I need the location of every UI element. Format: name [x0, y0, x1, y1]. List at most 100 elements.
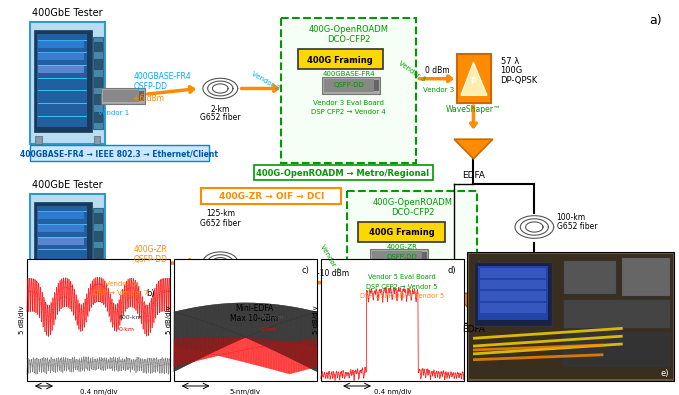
Text: 57 λ: 57 λ: [500, 56, 519, 66]
Text: 400G Framing: 400G Framing: [307, 56, 373, 65]
FancyBboxPatch shape: [94, 112, 103, 122]
Text: G652 fiber: G652 fiber: [557, 222, 597, 231]
Text: 5 dB/div: 5 dB/div: [19, 305, 25, 334]
Text: DSP CFP2 → Vendor 4: DSP CFP2 → Vendor 4: [312, 109, 386, 115]
FancyBboxPatch shape: [347, 191, 477, 335]
FancyBboxPatch shape: [37, 224, 84, 232]
Text: Vendor 5: Vendor 5: [475, 260, 497, 288]
Text: Vendor 3 Eval Board: Vendor 3 Eval Board: [314, 100, 384, 106]
FancyBboxPatch shape: [94, 77, 103, 87]
Text: Vendor 3: Vendor 3: [423, 87, 454, 94]
FancyBboxPatch shape: [324, 79, 374, 92]
Text: Vendor 6: Vendor 6: [105, 280, 136, 287]
FancyBboxPatch shape: [30, 194, 105, 316]
Text: 400GBASE-FR4 → IEEE 802.3 → Ethernet/Client: 400GBASE-FR4 → IEEE 802.3 → Ethernet/Cli…: [20, 149, 218, 158]
FancyBboxPatch shape: [94, 308, 100, 316]
FancyBboxPatch shape: [480, 280, 546, 290]
Text: 0-km: 0-km: [261, 327, 277, 332]
FancyBboxPatch shape: [94, 266, 103, 276]
FancyBboxPatch shape: [469, 254, 672, 379]
Text: 800-km: 800-km: [119, 315, 143, 320]
Text: DP-QPSK: DP-QPSK: [500, 76, 538, 85]
Text: 5-nm/div: 5-nm/div: [230, 389, 261, 395]
FancyBboxPatch shape: [94, 284, 103, 293]
FancyBboxPatch shape: [94, 248, 103, 258]
FancyBboxPatch shape: [139, 265, 144, 275]
Text: Vendor 1: Vendor 1: [98, 110, 130, 116]
FancyBboxPatch shape: [201, 188, 341, 203]
Text: DSP → Vendor 7: DSP → Vendor 7: [93, 290, 149, 296]
Polygon shape: [454, 139, 493, 159]
FancyBboxPatch shape: [35, 308, 41, 316]
FancyBboxPatch shape: [37, 65, 84, 73]
FancyBboxPatch shape: [94, 41, 103, 51]
FancyBboxPatch shape: [30, 145, 208, 161]
Text: G652 fiber: G652 fiber: [200, 113, 240, 122]
Text: 100G: 100G: [500, 66, 523, 75]
Text: Vendor 5 Eval Board: Vendor 5 Eval Board: [368, 274, 436, 280]
FancyBboxPatch shape: [478, 266, 548, 320]
Text: 400GbE Tester: 400GbE Tester: [33, 180, 103, 190]
Text: 0 dBm: 0 dBm: [425, 66, 450, 75]
FancyBboxPatch shape: [374, 80, 379, 91]
Text: 125-km: 125-km: [206, 209, 235, 218]
Text: Max 10-dBm: Max 10-dBm: [230, 314, 278, 323]
Text: 400G-ZR: 400G-ZR: [133, 245, 167, 254]
FancyBboxPatch shape: [372, 251, 422, 265]
Text: c): c): [301, 266, 309, 275]
Polygon shape: [281, 264, 314, 301]
FancyBboxPatch shape: [475, 262, 552, 325]
FancyBboxPatch shape: [94, 231, 103, 241]
FancyBboxPatch shape: [37, 40, 84, 47]
Text: 400G-ZR: 400G-ZR: [386, 243, 418, 250]
Polygon shape: [461, 62, 487, 95]
FancyBboxPatch shape: [94, 59, 103, 69]
Text: QSFP-DD: QSFP-DD: [386, 254, 418, 260]
FancyBboxPatch shape: [93, 209, 103, 301]
Text: QSFP-DD: QSFP-DD: [133, 82, 167, 91]
Text: 400G-OpenROADM: 400G-OpenROADM: [373, 198, 453, 207]
Text: 5 dB/div: 5 dB/div: [313, 305, 319, 334]
FancyBboxPatch shape: [93, 37, 103, 130]
Text: d): d): [448, 266, 456, 275]
Text: 5 dB/div: 5 dB/div: [166, 305, 172, 334]
FancyBboxPatch shape: [320, 259, 464, 381]
FancyBboxPatch shape: [466, 252, 674, 381]
FancyBboxPatch shape: [34, 30, 92, 132]
Text: DSP CFP2 → Vendor 5: DSP CFP2 → Vendor 5: [366, 284, 438, 290]
Text: X 8: X 8: [539, 287, 554, 296]
FancyBboxPatch shape: [564, 299, 669, 329]
FancyBboxPatch shape: [37, 34, 87, 126]
Text: EDFA: EDFA: [462, 325, 485, 333]
FancyBboxPatch shape: [37, 53, 84, 60]
Text: 400G Framing: 400G Framing: [369, 228, 435, 237]
FancyBboxPatch shape: [103, 90, 139, 102]
FancyBboxPatch shape: [174, 259, 317, 381]
FancyBboxPatch shape: [480, 292, 546, 301]
FancyBboxPatch shape: [322, 77, 380, 94]
Text: EDFA: EDFA: [462, 171, 485, 181]
FancyBboxPatch shape: [281, 18, 416, 163]
FancyBboxPatch shape: [35, 136, 41, 144]
FancyBboxPatch shape: [621, 257, 669, 296]
FancyBboxPatch shape: [30, 22, 105, 144]
FancyBboxPatch shape: [101, 88, 145, 104]
Text: DCO-CFP2: DCO-CFP2: [391, 208, 435, 217]
Text: 0.4 nm/div: 0.4 nm/div: [373, 389, 411, 395]
Text: WaveShaper™: WaveShaper™: [445, 105, 501, 115]
FancyBboxPatch shape: [94, 136, 100, 144]
Text: Vendor 2: Vendor 2: [251, 70, 280, 91]
FancyBboxPatch shape: [564, 260, 617, 294]
Text: -10 dBm: -10 dBm: [317, 269, 350, 278]
FancyBboxPatch shape: [359, 222, 445, 242]
Text: 0.4 nm/div: 0.4 nm/div: [79, 389, 117, 395]
Text: P: P: [471, 77, 477, 86]
FancyBboxPatch shape: [457, 55, 491, 103]
FancyBboxPatch shape: [34, 201, 92, 304]
FancyBboxPatch shape: [94, 213, 103, 223]
Text: e): e): [661, 369, 669, 378]
FancyBboxPatch shape: [564, 332, 669, 367]
Text: QSFP-DD: QSFP-DD: [133, 255, 167, 264]
FancyBboxPatch shape: [37, 237, 84, 245]
FancyBboxPatch shape: [94, 94, 103, 104]
